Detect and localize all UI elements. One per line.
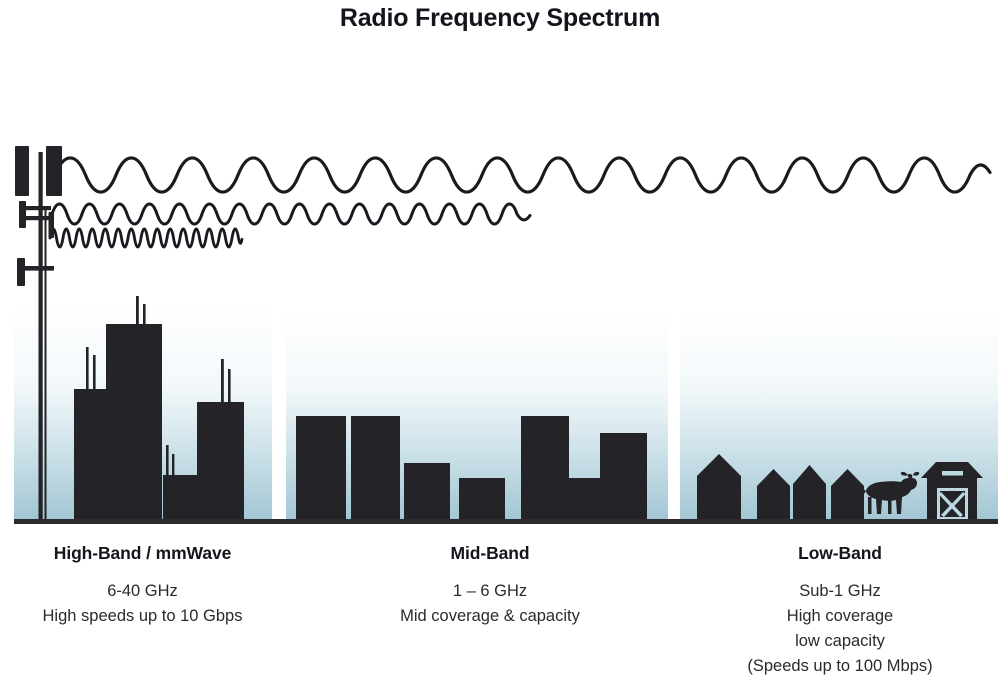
band-desc-low-line-3: low capacity [795,632,885,650]
band-desc-high: 6-40 GHz High speeds up to 10 Gbps [0,579,285,629]
wave-high-frequency-icon [48,227,244,249]
band-desc-mid-line-2: Mid coverage & capacity [400,607,580,625]
house-icon [793,465,826,520]
wave-mid-frequency-icon [50,202,532,226]
band-low-band: Low-Band Sub-1 GHz High coverage low cap… [690,543,990,679]
ground-baseline [14,519,998,524]
band-title-mid: Mid-Band [450,543,530,563]
page-title: Radio Frequency Spectrum [339,4,661,32]
city-skyline-high-band [74,296,244,520]
band-title-low: Low-Band [798,543,882,563]
rural-scene-low-band [697,454,983,520]
band-desc-mid-line-1: 1 – 6 GHz [452,582,528,600]
band-mid-band: Mid-Band 1 – 6 GHz Mid coverage & capaci… [345,543,635,629]
barn-icon [921,462,983,520]
band-desc-low-line-2: High coverage [786,607,894,625]
band-desc-low-line-4: (Speeds up to 100 Mbps) [747,657,933,675]
band-desc-high-line-1: 6-40 GHz [107,582,178,600]
city-skyline-mid-band [296,416,647,520]
band-high-band: High-Band / mmWave 6-40 GHz High speeds … [0,543,285,629]
wave-low-frequency-icon [53,156,992,194]
cell-tower-icon [15,146,62,520]
band-desc-low-line-1: Sub-1 GHz [799,582,881,600]
band-desc-high-line-2: High speeds up to 10 Gbps [42,607,243,625]
radio-wave-group [48,156,992,249]
band-desc-low: Sub-1 GHz High coverage low capacity (Sp… [690,579,990,679]
band-label-row: High-Band / mmWave 6-40 GHz High speeds … [0,543,1000,700]
house-icon [757,469,790,520]
house-icon [697,454,741,520]
band-title-high: High-Band / mmWave [53,543,232,563]
cow-icon [860,471,920,514]
band-desc-mid: 1 – 6 GHz Mid coverage & capacity [345,579,635,629]
house-icon [831,469,864,520]
